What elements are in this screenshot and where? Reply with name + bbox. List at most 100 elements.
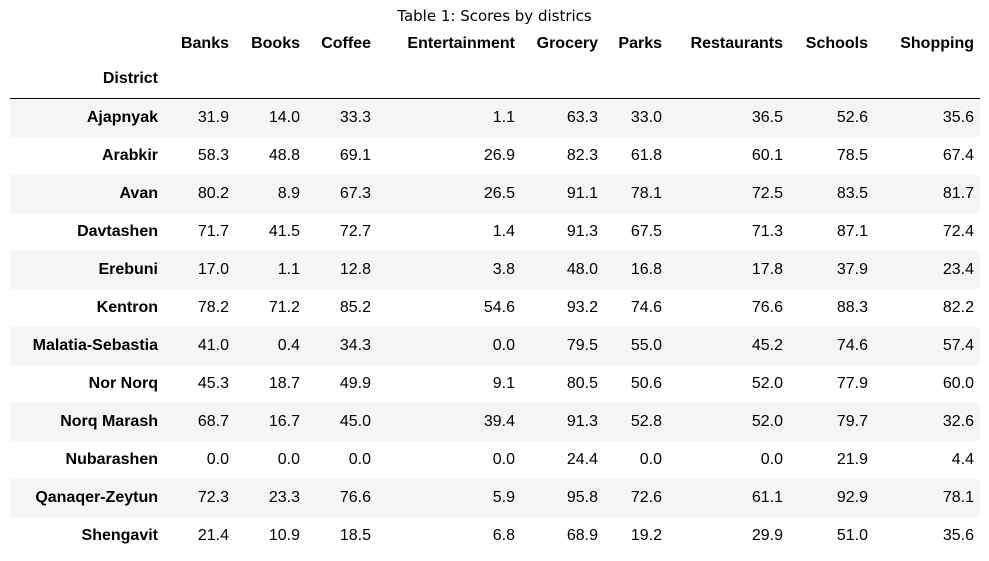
score-cell: 33.0 (630, 108, 662, 126)
score-cell: 79.5 (566, 336, 598, 354)
score-cell: 87.1 (836, 222, 868, 240)
score-cell: 95.8 (566, 488, 598, 506)
score-cell: 39.4 (483, 412, 515, 430)
score-cell: 35.6 (942, 526, 974, 544)
score-cell: 74.6 (836, 336, 868, 354)
district-label: Kentron (96, 298, 158, 316)
score-cell: 91.1 (566, 184, 598, 202)
scores-table: Banks Books Coffee Entertainment Grocery… (10, 28, 980, 555)
score-cell: 61.1 (751, 488, 783, 506)
score-cell: 67.5 (630, 222, 662, 240)
score-cell: 68.9 (566, 526, 598, 544)
score-cell: 16.8 (630, 260, 662, 278)
score-cell: 52.6 (836, 108, 868, 126)
score-cell: 31.9 (197, 108, 229, 126)
score-cell: 45.0 (339, 412, 371, 430)
score-cell: 52.8 (630, 412, 662, 430)
column-header-row: Banks Books Coffee Entertainment Grocery… (10, 28, 980, 60)
table-row: Avan 80.2 8.9 67.3 26.5 91.1 78.1 72.5 83.5 81.7 (10, 174, 980, 213)
score-cell: 80.5 (566, 374, 598, 392)
score-cell: 60.0 (942, 374, 974, 392)
score-cell: 82.2 (942, 298, 974, 316)
score-cell: 85.2 (339, 298, 371, 316)
score-cell: 17.0 (197, 260, 229, 278)
table-row: Erebuni 17.0 1.1 12.8 3.8 48.0 16.8 17.8 37.9 23.… (10, 250, 980, 289)
score-cell: 14.0 (268, 108, 300, 126)
score-cell: 77.9 (836, 374, 868, 392)
district-label: Malatia-Sebastia (32, 336, 158, 354)
table-caption: Table 1: Scores by districs (397, 7, 592, 25)
score-cell: 23.4 (942, 260, 974, 278)
column-header-coffee: Coffee (321, 35, 371, 52)
score-cell: 88.3 (836, 298, 868, 316)
district-label: Arabkir (101, 146, 158, 164)
score-cell: 55.0 (630, 336, 662, 354)
score-cell: 78.1 (630, 184, 662, 202)
column-header-entertainment: Entertainment (407, 35, 515, 52)
score-cell: 61.8 (630, 146, 662, 164)
score-cell: 19.2 (630, 526, 662, 544)
table-row: Malatia-Sebastia 41.0 0.4 34.3 0.0 79.5 55.0 45… (10, 326, 980, 365)
score-cell: 68.7 (197, 412, 229, 430)
district-label: Avan (119, 184, 158, 202)
score-cell: 57.4 (942, 336, 974, 354)
district-label: Shengavit (81, 526, 158, 544)
district-label: Nubarashen (65, 450, 158, 468)
district-label: Ajapnyak (86, 108, 158, 126)
score-cell: 63.3 (566, 108, 598, 126)
score-cell: 51.0 (836, 526, 868, 544)
score-cell: 1.4 (492, 222, 515, 240)
score-cell: 1.1 (492, 108, 515, 126)
score-cell: 91.3 (566, 412, 598, 430)
score-cell: 0.0 (760, 450, 783, 468)
score-cell: 52.0 (751, 374, 783, 392)
score-cell: 3.8 (492, 260, 515, 278)
score-cell: 48.8 (268, 146, 300, 164)
table-row: Ajapnyak 31.9 14.0 33.3 1.1 63.3 33.0 36.5 52.6 3… (10, 98, 980, 137)
district-label: Nor Norq (88, 374, 158, 392)
score-cell: 16.7 (268, 412, 300, 430)
score-cell: 0.4 (277, 336, 300, 354)
score-cell: 71.7 (197, 222, 229, 240)
score-cell: 81.7 (942, 184, 974, 202)
score-cell: 79.7 (836, 412, 868, 430)
score-cell: 67.4 (942, 146, 974, 164)
score-cell: 26.5 (483, 184, 515, 202)
score-cell: 0.0 (277, 450, 300, 468)
column-header-shopping: Shopping (900, 35, 974, 52)
score-cell: 4.4 (951, 450, 974, 468)
score-cell: 82.3 (566, 146, 598, 164)
score-cell: 23.3 (268, 488, 300, 506)
score-cell: 72.7 (339, 222, 371, 240)
score-cell: 29.9 (751, 526, 783, 544)
score-cell: 21.9 (836, 450, 868, 468)
column-header-parks: Parks (618, 35, 662, 52)
column-header-restaurants: Restaurants (690, 35, 783, 52)
score-cell: 76.6 (339, 488, 371, 506)
score-cell: 24.4 (566, 450, 598, 468)
score-cell: 60.1 (751, 146, 783, 164)
score-cell: 78.2 (197, 298, 229, 316)
table-row: Arabkir 58.3 48.8 69.1 26.9 82.3 61.8 60.1 78.5 6… (10, 136, 980, 175)
score-cell: 1.1 (277, 260, 300, 278)
score-cell: 69.1 (339, 146, 371, 164)
score-cell: 50.6 (630, 374, 662, 392)
score-cell: 5.9 (492, 488, 515, 506)
score-cell: 9.1 (492, 374, 515, 392)
score-cell: 74.6 (630, 298, 662, 316)
score-cell: 26.9 (483, 146, 515, 164)
score-cell: 78.5 (836, 146, 868, 164)
score-cell: 34.3 (339, 336, 371, 354)
score-cell: 18.7 (268, 374, 300, 392)
score-cell: 72.3 (197, 488, 229, 506)
score-cell: 6.8 (492, 526, 515, 544)
score-cell: 17.8 (751, 260, 783, 278)
score-cell: 41.0 (197, 336, 229, 354)
score-cell: 45.2 (751, 336, 783, 354)
table-row: Davtashen 71.7 41.5 72.7 1.4 91.3 67.5 71.3 87.1… (10, 212, 980, 251)
column-header-banks: Banks (180, 35, 229, 52)
score-cell: 37.9 (836, 260, 868, 278)
table-row: Shengavit 21.4 10.9 18.5 6.8 68.9 19.2 29.9 51.0… (10, 516, 980, 555)
score-cell: 35.6 (942, 108, 974, 126)
score-cell: 54.6 (483, 298, 515, 316)
